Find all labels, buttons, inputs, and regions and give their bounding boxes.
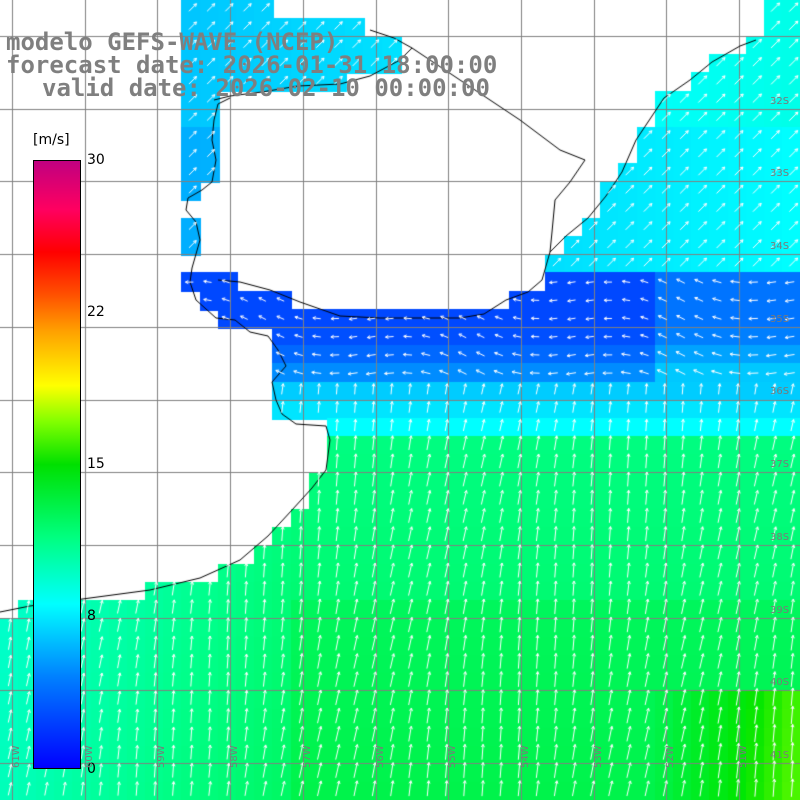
lat-label: 36S (770, 386, 790, 397)
valid-date: valid date: 2026-02-10 00:00:00 (42, 74, 490, 102)
lat-label: 35S (770, 314, 790, 325)
forecast-date: forecast date: 2026-01-31 18:00:00 (6, 51, 498, 79)
lat-label: 37S (770, 459, 790, 470)
lat-label: 33S (770, 168, 790, 179)
lon-label: 52W (665, 745, 676, 768)
lat-label: 34S (770, 241, 790, 252)
lon-label: 51W (738, 745, 749, 768)
lat-label: 40S (770, 677, 790, 688)
colorbar-tick: 8 (87, 608, 96, 624)
colorbar (33, 160, 81, 769)
model-title: modelo GEFS-WAVE (NCEP) (6, 28, 339, 56)
lat-label: 32S (770, 96, 790, 107)
lon-label: 57W (302, 745, 313, 768)
colorbar-unit: [m/s] (33, 132, 70, 148)
lon-label: 55W (447, 745, 458, 768)
lon-label: 53W (593, 745, 604, 768)
colorbar-tick: 22 (87, 304, 105, 320)
colorbar-tick: 30 (87, 152, 105, 168)
lat-label: 39S (770, 605, 790, 616)
colorbar-tick: 15 (87, 456, 105, 472)
lat-label: 41S (770, 750, 790, 761)
lon-label: 54W (520, 745, 531, 768)
lon-label: 61W (11, 745, 22, 768)
colorbar-tick: 0 (87, 761, 96, 777)
lon-label: 60W (84, 745, 95, 768)
lon-label: 59W (156, 745, 167, 768)
lon-label: 58W (229, 745, 240, 768)
lon-label: 56W (375, 745, 386, 768)
lat-label: 38S (770, 532, 790, 543)
